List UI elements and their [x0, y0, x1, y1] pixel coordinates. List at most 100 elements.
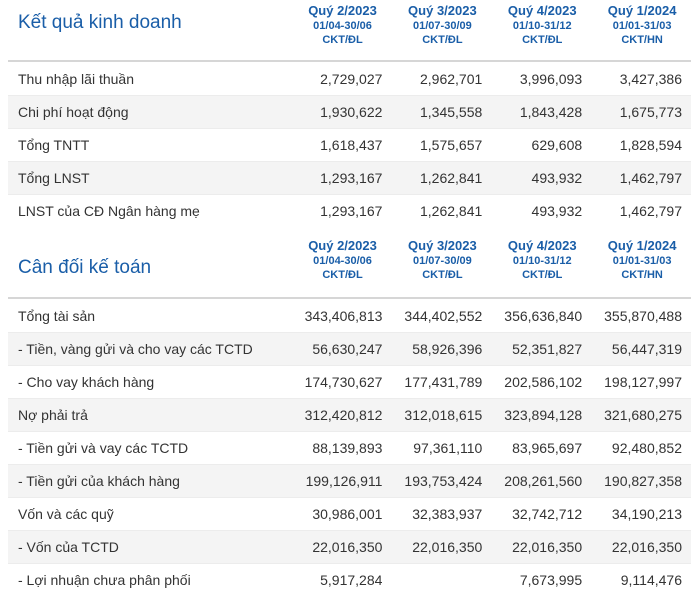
row-label: Tổng TNTT — [18, 137, 90, 153]
row-value: 1,262,841 — [419, 170, 483, 186]
table-row: - Vốn của TCTD 22,016,350 22,016,350 22,… — [8, 530, 691, 563]
row-value: 343,406,813 — [304, 307, 383, 324]
row-value: 3,427,386 — [619, 70, 682, 87]
row-value: 208,261,560 — [504, 473, 583, 489]
table-row: - Tiền, vàng gửi và cho vay các TCTD 56,… — [8, 332, 691, 365]
row-value: 629,608 — [531, 137, 583, 153]
column-range: 01/10-31/12 — [512, 20, 572, 32]
row-value: 1,293,167 — [320, 203, 383, 219]
row-label: - Lợi nhuận chưa phân phối — [18, 572, 191, 588]
row-value: 312,420,812 — [304, 407, 383, 423]
table-row: Chi phí hoạt động 1,930,622 1,345,558 1,… — [8, 95, 691, 128]
row-value: 199,126,911 — [305, 473, 383, 489]
row-value: 1,618,437 — [320, 137, 383, 153]
column-unit: CKT/ĐL — [422, 34, 463, 46]
row-value: 356,636,840 — [504, 307, 583, 324]
column-header-q2-2023: Quý 2/2023 01/04-30/06 CKT/ĐL — [293, 0, 393, 60]
column-quarter[interactable]: Quý 2/2023 — [308, 3, 377, 18]
row-label: Tổng tài sản — [18, 307, 96, 324]
column-header-q1-2024: Quý 1/2024 01/01-31/03 CKT/HN — [592, 0, 691, 60]
row-value: 32,383,937 — [412, 506, 483, 522]
table-row: LNST của CĐ Ngân hàng mẹ 1,293,167 1,262… — [8, 194, 691, 227]
row-value: 193,753,424 — [404, 473, 483, 489]
column-header-q3-2023: Quý 3/2023 01/07-30/09 CKT/ĐL — [392, 0, 492, 60]
business-results-table: Kết quả kinh doanh Quý 2/2023 01/04-30/0… — [8, 0, 691, 227]
row-label: - Tiền gửi và vay các TCTD — [18, 440, 189, 456]
column-quarter[interactable]: Quý 2/2023 — [308, 238, 377, 253]
row-value: 493,932 — [531, 203, 583, 219]
column-quarter[interactable]: Quý 4/2023 — [507, 238, 577, 253]
column-quarter[interactable]: Quý 4/2023 — [507, 3, 577, 18]
row-value: 22,016,350 — [611, 539, 682, 555]
table-row: - Tiền gửi và vay các TCTD 88,139,893 97… — [8, 431, 691, 464]
business-results-header: Kết quả kinh doanh Quý 2/2023 01/04-30/0… — [8, 0, 691, 62]
column-range: 01/01-31/03 — [612, 20, 672, 32]
column-header-q3-2023: Quý 3/2023 01/07-30/09 CKT/ĐL — [392, 235, 492, 297]
business-results-title: Kết quả kinh doanh — [18, 12, 182, 33]
column-range: 01/07-30/09 — [413, 20, 472, 32]
column-header-q1-2024: Quý 1/2024 01/01-31/03 CKT/HN — [592, 235, 691, 297]
row-value: 1,930,622 — [320, 104, 383, 120]
table-row: - Cho vay khách hàng 174,730,627 177,431… — [8, 365, 691, 398]
column-unit: CKT/HN — [621, 34, 663, 46]
column-header-q2-2023: Quý 2/2023 01/04-30/06 CKT/ĐL — [293, 235, 393, 297]
column-unit: CKT/ĐL — [522, 269, 563, 281]
row-value: 7,673,995 — [519, 572, 583, 588]
row-value: 58,926,396 — [412, 341, 483, 357]
row-value: 312,018,615 — [404, 407, 483, 423]
table-row: Vốn và các quỹ 30,986,001 32,383,937 32,… — [8, 497, 691, 530]
row-value: 30,986,001 — [312, 506, 383, 522]
column-unit: CKT/ĐL — [322, 269, 363, 281]
column-quarter[interactable]: Quý 3/2023 — [408, 3, 477, 18]
column-quarter[interactable]: Quý 1/2024 — [607, 3, 677, 18]
balance-sheet-table: Cân đối kế toán Quý 2/2023 01/04-30/06 C… — [8, 227, 691, 596]
row-value: 88,139,893 — [312, 440, 383, 456]
row-value: 32,742,712 — [512, 506, 583, 522]
column-range: 01/07-30/09 — [413, 255, 472, 267]
balance-sheet-title: Cân đối kế toán — [18, 257, 152, 278]
row-label: Nợ phải trả — [18, 407, 88, 423]
column-quarter[interactable]: Quý 3/2023 — [408, 238, 477, 253]
column-unit: CKT/ĐL — [422, 269, 463, 281]
row-value: 3,996,093 — [519, 70, 583, 87]
column-range: 01/01-31/03 — [612, 255, 672, 267]
column-range: 01/10-31/12 — [512, 255, 572, 267]
row-value: 323,894,128 — [504, 407, 583, 423]
row-value: 198,127,997 — [604, 374, 682, 390]
table-row: Thu nhập lãi thuần 2,729,027 2,962,701 3… — [8, 62, 691, 95]
row-value: 1,293,167 — [320, 170, 383, 186]
row-value: 174,730,627 — [304, 374, 383, 390]
column-unit: CKT/ĐL — [522, 34, 563, 46]
row-label: - Tiền, vàng gửi và cho vay các TCTD — [18, 341, 253, 357]
row-value: 2,962,701 — [419, 70, 483, 87]
row-value: 22,016,350 — [512, 539, 583, 555]
row-value: 56,630,247 — [312, 341, 383, 357]
balance-sheet-header: Cân đối kế toán Quý 2/2023 01/04-30/06 C… — [8, 227, 691, 299]
column-quarter[interactable]: Quý 1/2024 — [607, 238, 677, 253]
row-label: Chi phí hoạt động — [18, 104, 129, 120]
table-row: Tổng tài sản 343,406,813 344,402,552 356… — [8, 299, 691, 332]
row-value: 1,462,797 — [619, 170, 682, 186]
row-label: - Vốn của TCTD — [18, 539, 119, 555]
row-label: - Cho vay khách hàng — [18, 374, 155, 390]
row-value: 1,675,773 — [619, 104, 682, 120]
table-row: - Lợi nhuận chưa phân phối 5,917,284 7,6… — [8, 563, 691, 596]
row-value: 1,843,428 — [519, 104, 583, 120]
table-row: Nợ phải trả 312,420,812 312,018,615 323,… — [8, 398, 691, 431]
column-range: 01/04-30/06 — [313, 255, 372, 267]
row-value: 190,827,358 — [604, 473, 682, 489]
row-value: 9,114,476 — [620, 572, 682, 588]
row-label: Vốn và các quỹ — [18, 506, 114, 522]
column-unit: CKT/ĐL — [322, 34, 363, 46]
column-header-q4-2023: Quý 4/2023 01/10-31/12 CKT/ĐL — [492, 0, 592, 60]
row-value: 56,447,319 — [611, 341, 682, 357]
row-value: 344,402,552 — [404, 307, 483, 324]
row-value: 177,431,789 — [404, 374, 483, 390]
row-value: 92,480,852 — [611, 440, 682, 456]
row-value: 52,351,827 — [512, 341, 583, 357]
row-value: 1,462,797 — [619, 203, 682, 219]
row-value: 1,575,657 — [419, 137, 483, 153]
row-value: 5,917,284 — [320, 572, 383, 588]
row-value: 1,262,841 — [419, 203, 483, 219]
